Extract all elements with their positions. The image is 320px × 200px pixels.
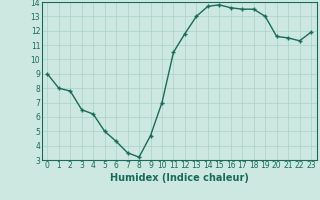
X-axis label: Humidex (Indice chaleur): Humidex (Indice chaleur) bbox=[110, 173, 249, 183]
